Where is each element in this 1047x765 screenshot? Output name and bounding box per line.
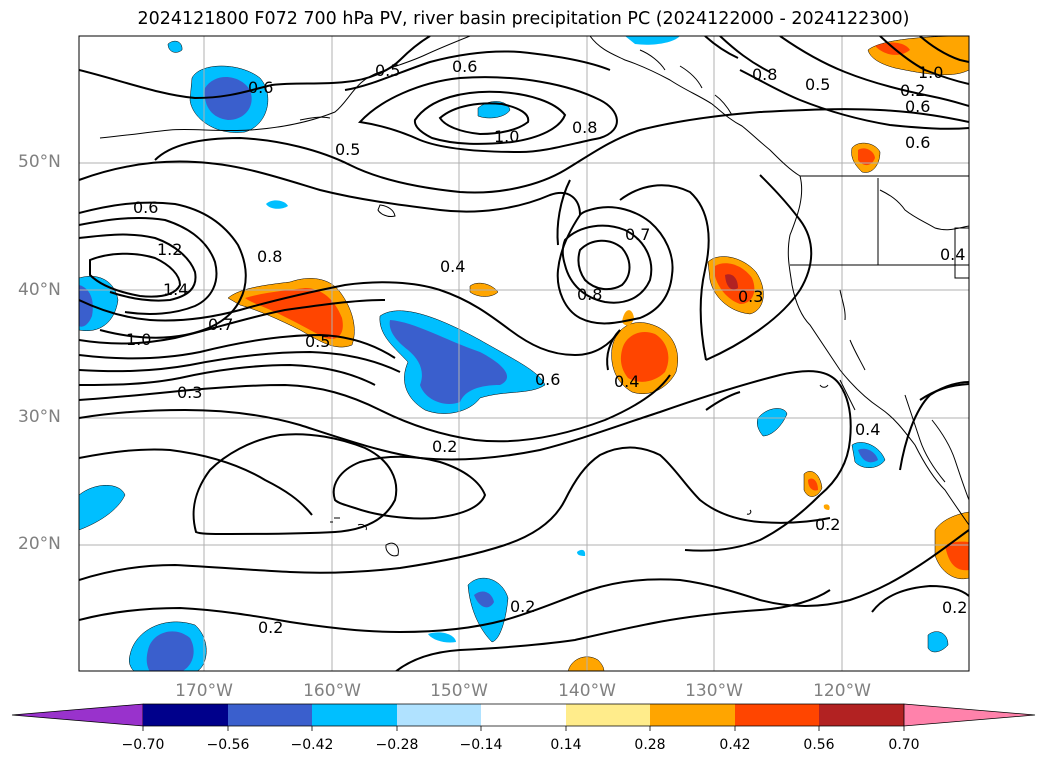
contour-label: 0.6 — [905, 97, 930, 116]
colorbar — [11, 703, 1036, 731]
contour-label: 0.5 — [305, 332, 330, 351]
contour-label: 0.2 — [815, 515, 840, 534]
lat-label-20n: 20°N — [18, 534, 61, 554]
contour-label: 0.8 — [577, 285, 602, 304]
lat-label-30n: 30°N — [18, 407, 61, 427]
lon-label-170w: 170°W — [175, 681, 233, 701]
contour-label: 0.7 — [208, 315, 233, 334]
lon-label-140w: 140°W — [558, 681, 616, 701]
colorbar-cell — [481, 704, 566, 726]
colorbar-cell — [397, 704, 481, 726]
contour-label: 0.8 — [257, 247, 282, 266]
contour-label: 0.4 — [440, 257, 465, 276]
graticule — [79, 36, 969, 671]
colorbar-cell — [819, 704, 904, 726]
contour-label: 0.6 — [133, 198, 158, 217]
precip-fills — [79, 36, 969, 671]
colorbar-cell — [143, 704, 228, 726]
contour-label: 0.5 — [375, 61, 400, 80]
contour-label: 1.2 — [157, 240, 182, 259]
contour-label: 0.6 — [905, 133, 930, 152]
fill-blue-top — [625, 36, 680, 45]
coastlines — [99, 36, 969, 557]
contour-label: 0.2 — [900, 81, 925, 100]
contour-label: 0.2 — [510, 597, 535, 616]
contour-label: 0.7 — [625, 225, 650, 244]
contour-label: 0.5 — [335, 140, 360, 159]
contour-label: 0.3 — [177, 383, 202, 402]
colorbar-tick-label: −0.28 — [375, 737, 419, 753]
colorbar-extend-left — [11, 703, 144, 727]
contour-label: 0.6 — [248, 78, 273, 97]
lat-label-50n: 50°N — [18, 152, 61, 172]
contour-label: 0.4 — [614, 372, 639, 391]
lon-label-130w: 130°W — [685, 681, 743, 701]
colorbar-tick-label: 0.70 — [888, 737, 920, 753]
contour-label: 0.4 — [940, 245, 965, 264]
contour-label: 0.4 — [855, 420, 880, 439]
colorbar-tick-label: 0.28 — [634, 737, 666, 753]
lon-label-160w: 160°W — [303, 681, 361, 701]
contour-label: 0.2 — [942, 598, 967, 617]
lat-label-40n: 40°N — [18, 280, 61, 300]
contour-label: 0.8 — [572, 118, 597, 137]
lon-label-120w: 120°W — [813, 681, 871, 701]
contour-label: 0.3 — [738, 287, 763, 306]
colorbar-cell — [566, 704, 650, 726]
colorbar-tick-label: 0.14 — [550, 737, 582, 753]
contour-label: 0.6 — [452, 57, 477, 76]
pv-contours — [79, 36, 969, 671]
contour-label: 0.6 — [535, 370, 560, 389]
lon-label-150w: 150°W — [430, 681, 488, 701]
contour-label: 1.0 — [126, 330, 151, 349]
colorbar-cell — [735, 704, 819, 726]
map-border — [78, 35, 970, 672]
contour-label: 1.0 — [494, 127, 519, 146]
colorbar-tick-label: 0.56 — [803, 737, 835, 753]
contour-label: 0.8 — [752, 65, 777, 84]
contour-label: 0.5 — [805, 75, 830, 94]
page-title: 2024121800 F072 700 hPa PV, river basin … — [137, 9, 910, 29]
contour-label: 1.4 — [163, 280, 188, 299]
contour-label: 0.2 — [432, 437, 457, 456]
colorbar-tick-label: −0.70 — [121, 737, 165, 753]
contour-labels: 0.6 0.5 0.6 1.0 0.8 0.8 0.5 1.0 0.6 0.6 … — [126, 57, 967, 637]
colorbar-cell — [312, 704, 397, 726]
colorbar-extend-right — [903, 703, 1036, 727]
contour-label: 0.2 — [258, 618, 283, 637]
colorbar-tick-label: 0.42 — [719, 737, 751, 753]
contour-label: 1.0 — [918, 63, 943, 82]
colorbar-tick-label: −0.56 — [206, 737, 250, 753]
colorbar-tick-label: −0.14 — [459, 737, 503, 753]
colorbar-cell — [650, 704, 735, 726]
colorbar-tick-label: −0.42 — [290, 737, 334, 753]
colorbar-cell — [228, 704, 312, 726]
